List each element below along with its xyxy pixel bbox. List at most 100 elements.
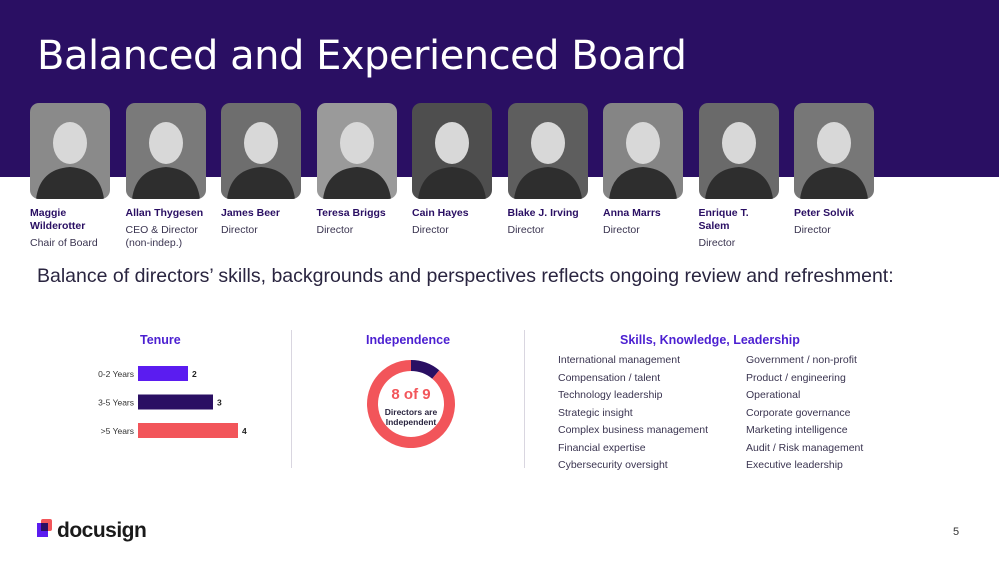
page-number: 5 <box>953 526 960 538</box>
skill-item: Corporate governance <box>746 406 851 419</box>
member-name-line1: Peter Solvik <box>794 207 855 219</box>
member-name-line1: James Beer <box>221 207 280 219</box>
skill-item: Cybersecurity oversight <box>558 459 668 471</box>
portrait-photo <box>30 103 110 199</box>
skill-item: Operational <box>746 389 801 401</box>
divider-left <box>291 330 292 468</box>
board-member: Peter Solvik Director <box>794 103 886 237</box>
member-role-line1: Director <box>603 224 640 236</box>
tenure-heading: Tenure <box>140 333 181 347</box>
portrait-photo <box>412 103 492 199</box>
member-name-line1: Blake J. Irving <box>507 207 579 219</box>
board-row: Maggie Wilderotter Chair of Board Allan Thy… <box>0 0 999 260</box>
member-name-line1: Anna Marrs <box>603 207 661 219</box>
skill-item: Product / engineering <box>746 371 846 384</box>
member-name: Enrique T. Salem <box>699 207 791 233</box>
tenure-bar <box>138 394 213 410</box>
board-member: Blake J. Irving Director <box>507 103 600 237</box>
member-role: Director <box>603 224 695 237</box>
slide-title: Balanced and Experienced Board <box>37 33 687 79</box>
person-silhouette-icon <box>609 122 677 199</box>
member-role-line1: Director <box>698 237 736 249</box>
docusign-logo-text: docusign <box>57 519 147 542</box>
member-role-line1: Chair of Board <box>30 237 98 249</box>
member-role-line1: Director <box>794 224 831 236</box>
person-silhouette-icon <box>418 122 486 199</box>
member-name: Cain Hayes <box>412 207 504 220</box>
tenure-category-label: 0-2 Years <box>98 369 134 379</box>
skill-item: Executive leadership <box>746 459 843 471</box>
member-name: Allan Thygesen <box>126 207 218 220</box>
member-role-line1: Director <box>412 224 449 236</box>
board-member: James Beer Director <box>221 103 313 237</box>
member-role: Director <box>794 224 886 237</box>
person-silhouette-icon <box>131 122 200 199</box>
tenure-value-label: 3 <box>217 398 222 408</box>
tenure-value-label: 2 <box>192 369 197 379</box>
skill-item: Audit / Risk management <box>746 441 864 454</box>
portrait-photo <box>698 103 779 199</box>
skill-item: Strategic insight <box>558 406 633 419</box>
board-member: Teresa Briggs Director <box>316 103 409 237</box>
person-silhouette-icon <box>704 122 773 199</box>
donut-segment-independent <box>367 360 455 448</box>
tenure-category-label: >5 Years <box>101 426 134 436</box>
tenure-value-label: 4 <box>242 426 247 436</box>
board-member: Anna Marrs Director <box>603 103 695 237</box>
member-role-line1: Director <box>316 224 354 236</box>
member-name: Teresa Briggs <box>317 207 409 220</box>
member-name: Blake J. Irving <box>508 207 600 220</box>
independence-caption-1: Directors are <box>385 407 438 417</box>
portrait-photo <box>316 103 397 199</box>
portrait-photo <box>603 103 683 199</box>
member-role: Chair of Board <box>30 237 122 250</box>
independence-heading: Independence <box>366 333 451 347</box>
skill-item: Financial expertise <box>558 441 646 454</box>
member-name: Anna Marrs <box>603 207 695 220</box>
tenure-bar <box>138 423 238 438</box>
person-silhouette-icon <box>227 122 295 199</box>
independence-caption-2: Independent <box>386 417 437 427</box>
member-name-line2: Wilderotter <box>30 220 86 232</box>
skill-item: Compensation / talent <box>558 371 661 384</box>
skill-item: Technology leadership <box>558 389 663 401</box>
member-name-line1: Enrique T. <box>698 207 749 219</box>
divider-right <box>524 330 525 468</box>
person-silhouette-icon <box>513 122 582 199</box>
board-member: Cain Hayes Director <box>412 103 504 237</box>
member-name-line1: Teresa Briggs <box>316 207 386 219</box>
skill-item: International management <box>558 354 680 366</box>
tenure-category-label: 3-5 Years <box>98 398 134 408</box>
person-silhouette-icon <box>800 122 868 199</box>
member-role-line2: (non-indep.) <box>125 237 183 249</box>
portrait-photo <box>794 103 874 199</box>
member-name: Maggie Wilderotter <box>30 207 122 233</box>
skill-item: Complex business management <box>558 424 708 436</box>
portrait-photo <box>221 103 301 199</box>
portrait-photo <box>507 103 588 199</box>
member-name: James Beer <box>221 207 313 220</box>
lead-text: Balance of directors’ skills, background… <box>37 265 894 287</box>
board-member: Allan Thygesen CEO & Director (non-indep.) <box>125 103 218 250</box>
board-member: Maggie Wilderotter Chair of Board <box>30 103 122 250</box>
member-role: Director <box>221 224 313 237</box>
tenure-bar-chart: 0-2 Years 2 3-5 Years 3 >5 Years 4 <box>98 366 247 438</box>
skills-heading: Skills, Knowledge, Leadership <box>620 333 800 347</box>
member-role: CEO & Director (non-indep.) <box>126 224 218 250</box>
person-silhouette-icon <box>36 122 104 199</box>
board-member: Enrique T. Salem Director <box>698 103 791 250</box>
member-role: Director <box>317 224 409 237</box>
member-name-line2: Salem <box>698 220 730 232</box>
member-role-line1: Director <box>507 224 545 236</box>
member-role: Director <box>699 237 791 250</box>
member-name-line1: Cain Hayes <box>412 207 469 219</box>
independence-count: 8 of 9 <box>391 386 430 403</box>
member-role: Director <box>508 224 600 237</box>
tenure-bar <box>138 366 188 381</box>
member-name: Peter Solvik <box>794 207 886 220</box>
skill-item: Marketing intelligence <box>746 424 848 436</box>
docusign-logo-icon <box>37 519 52 537</box>
skill-item: Government / non-profit <box>746 354 857 366</box>
person-silhouette-icon <box>322 122 391 199</box>
member-role: Director <box>412 224 504 237</box>
